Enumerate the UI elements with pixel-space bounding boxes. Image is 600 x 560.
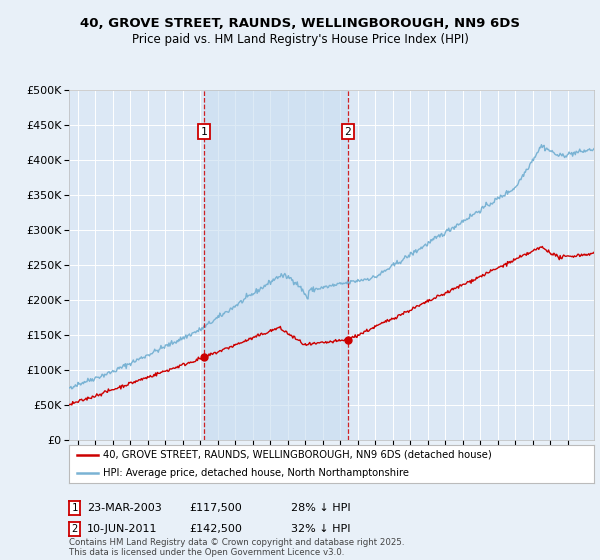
Text: 40, GROVE STREET, RAUNDS, WELLINGBOROUGH, NN9 6DS (detached house): 40, GROVE STREET, RAUNDS, WELLINGBOROUGH… xyxy=(103,450,492,460)
Text: 1: 1 xyxy=(71,503,77,513)
Text: 1: 1 xyxy=(201,127,208,137)
Text: 32% ↓ HPI: 32% ↓ HPI xyxy=(291,524,350,534)
Text: 23-MAR-2003: 23-MAR-2003 xyxy=(87,503,162,513)
Text: 2: 2 xyxy=(71,524,77,534)
Bar xyxy=(204,90,348,440)
Text: Price paid vs. HM Land Registry's House Price Index (HPI): Price paid vs. HM Land Registry's House … xyxy=(131,32,469,46)
Text: £117,500: £117,500 xyxy=(189,503,242,513)
Text: 10-JUN-2011: 10-JUN-2011 xyxy=(87,524,157,534)
Text: 28% ↓ HPI: 28% ↓ HPI xyxy=(291,503,350,513)
Text: 2: 2 xyxy=(344,127,352,137)
Text: HPI: Average price, detached house, North Northamptonshire: HPI: Average price, detached house, Nort… xyxy=(103,468,409,478)
Text: 40, GROVE STREET, RAUNDS, WELLINGBOROUGH, NN9 6DS: 40, GROVE STREET, RAUNDS, WELLINGBOROUGH… xyxy=(80,17,520,30)
Text: Contains HM Land Registry data © Crown copyright and database right 2025.
This d: Contains HM Land Registry data © Crown c… xyxy=(69,538,404,557)
Text: £142,500: £142,500 xyxy=(189,524,242,534)
